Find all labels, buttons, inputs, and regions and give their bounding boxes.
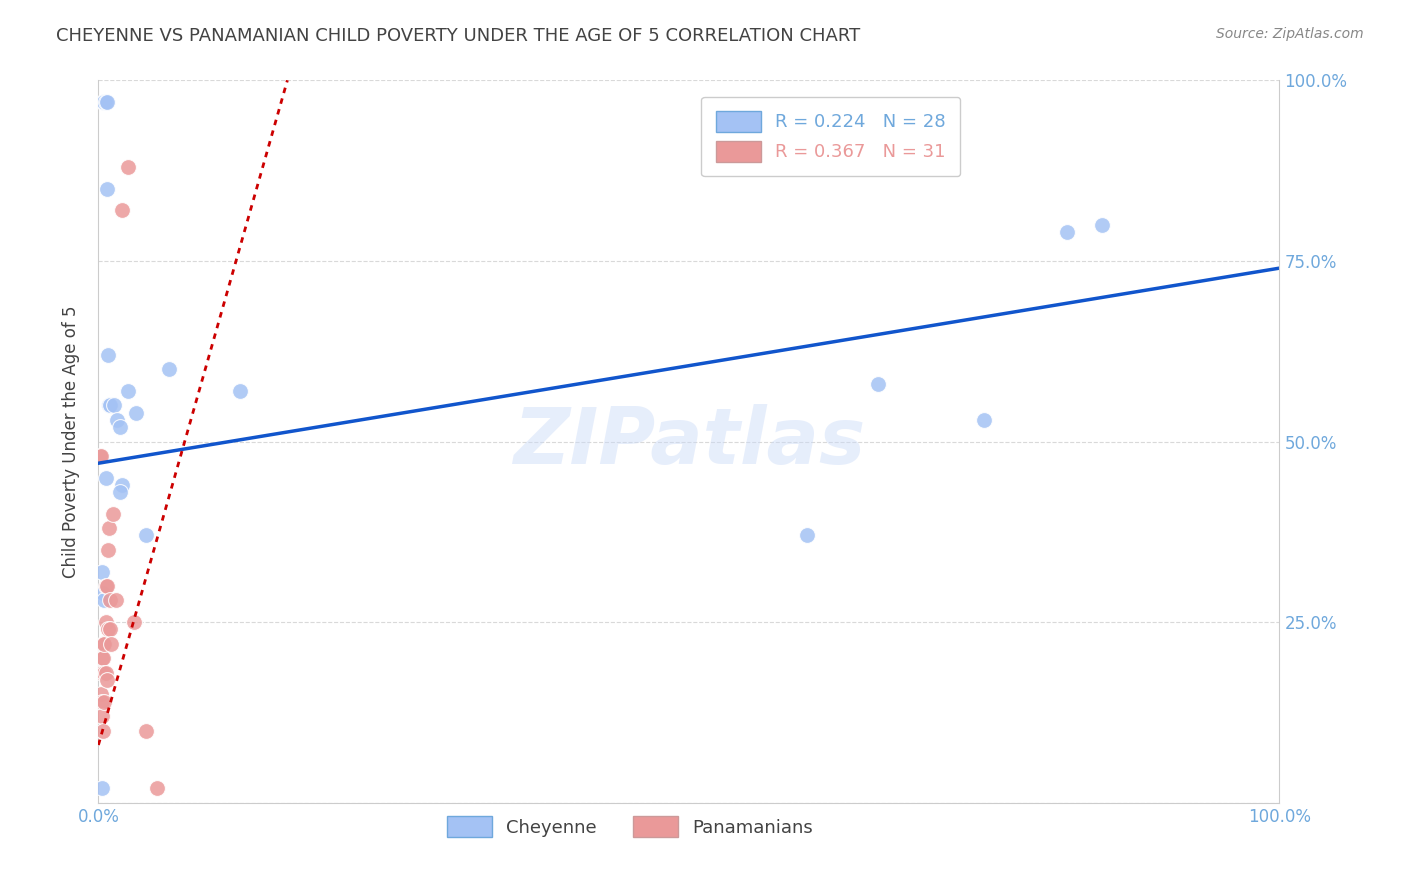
- Cheyenne: [94, 470, 117, 484]
- Panamanians: [91, 709, 114, 723]
- Legend: Cheyenne, Panamanians: Cheyenne, Panamanians: [439, 809, 821, 845]
- Panamanians: [105, 593, 128, 607]
- Y-axis label: Child Poverty Under the Age of 5: Child Poverty Under the Age of 5: [62, 305, 80, 578]
- Cheyenne: [98, 398, 121, 412]
- Cheyenne: [108, 420, 131, 434]
- Cheyenne: [1056, 225, 1078, 239]
- Cheyenne: [125, 406, 148, 420]
- Cheyenne: [108, 485, 131, 500]
- Panamanians: [91, 651, 114, 665]
- Panamanians: [111, 203, 134, 218]
- Cheyenne: [91, 565, 114, 579]
- Cheyenne: [91, 95, 114, 109]
- Panamanians: [98, 521, 121, 535]
- Panamanians: [91, 651, 114, 665]
- Cheyenne: [1091, 218, 1114, 232]
- Panamanians: [96, 579, 118, 593]
- Cheyenne: [91, 781, 114, 796]
- Panamanians: [122, 615, 145, 630]
- Cheyenne: [796, 528, 818, 542]
- Panamanians: [93, 665, 115, 680]
- Cheyenne: [866, 376, 889, 391]
- Panamanians: [135, 723, 157, 738]
- Cheyenne: [117, 384, 139, 398]
- Panamanians: [101, 507, 124, 521]
- Cheyenne: [93, 593, 115, 607]
- Panamanians: [91, 695, 114, 709]
- Panamanians: [94, 615, 117, 630]
- Cheyenne: [96, 95, 118, 109]
- Panamanians: [90, 449, 112, 463]
- Cheyenne: [98, 398, 121, 412]
- Panamanians: [93, 637, 115, 651]
- Panamanians: [91, 665, 114, 680]
- Cheyenne: [229, 384, 252, 398]
- Text: Source: ZipAtlas.com: Source: ZipAtlas.com: [1216, 27, 1364, 41]
- Panamanians: [97, 542, 120, 557]
- Panamanians: [94, 665, 117, 680]
- Cheyenne: [105, 413, 128, 427]
- Panamanians: [117, 160, 139, 174]
- Panamanians: [98, 623, 121, 637]
- Panamanians: [93, 695, 115, 709]
- Panamanians: [89, 449, 111, 463]
- Cheyenne: [973, 413, 995, 427]
- Cheyenne: [157, 362, 180, 376]
- Text: CHEYENNE VS PANAMANIAN CHILD POVERTY UNDER THE AGE OF 5 CORRELATION CHART: CHEYENNE VS PANAMANIAN CHILD POVERTY UND…: [56, 27, 860, 45]
- Text: ZIPatlas: ZIPatlas: [513, 403, 865, 480]
- Cheyenne: [103, 398, 125, 412]
- Panamanians: [98, 593, 121, 607]
- Cheyenne: [135, 528, 157, 542]
- Panamanians: [91, 637, 114, 651]
- Cheyenne: [97, 348, 120, 362]
- Panamanians: [94, 579, 117, 593]
- Cheyenne: [93, 95, 115, 109]
- Panamanians: [97, 623, 120, 637]
- Cheyenne: [96, 182, 118, 196]
- Panamanians: [100, 637, 122, 651]
- Panamanians: [90, 687, 112, 701]
- Cheyenne: [91, 586, 114, 600]
- Cheyenne: [111, 478, 134, 492]
- Panamanians: [96, 673, 118, 687]
- Panamanians: [91, 723, 114, 738]
- Panamanians: [146, 781, 169, 796]
- Cheyenne: [94, 95, 117, 109]
